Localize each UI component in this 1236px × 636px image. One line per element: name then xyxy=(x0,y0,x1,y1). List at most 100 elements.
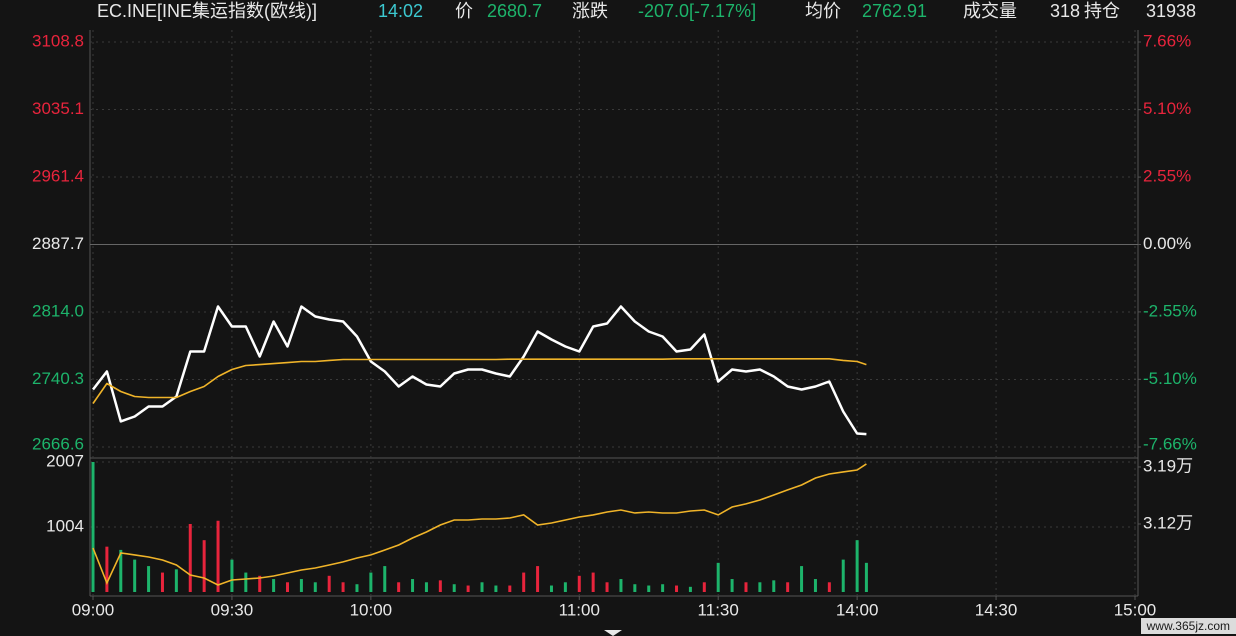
y2-tick-label: 3.19万 xyxy=(1143,456,1193,475)
volume-bar xyxy=(508,585,512,592)
volume-bar xyxy=(563,582,567,592)
y2-tick-label: -7.66% xyxy=(1143,434,1197,453)
volume-bar xyxy=(688,586,692,592)
y2-tick-label: 7.66% xyxy=(1143,31,1191,50)
volume-bar xyxy=(383,566,387,592)
y-tick-label: 2740.3 xyxy=(32,369,84,388)
volume-bar xyxy=(661,584,665,592)
volume-bar xyxy=(313,582,317,592)
volume-bar xyxy=(494,585,498,592)
volume-bar xyxy=(744,582,748,592)
volume-bar xyxy=(549,585,553,592)
y2-tick-label: 0.00% xyxy=(1143,234,1191,253)
average-line xyxy=(92,358,867,404)
volume-bar xyxy=(647,585,651,592)
cursor-marker xyxy=(604,630,622,636)
volume-bar xyxy=(119,549,123,592)
avg: 2762.91 xyxy=(862,1,928,21)
volume-bar xyxy=(216,520,220,592)
volume-bar xyxy=(299,579,303,592)
volume-bar xyxy=(772,580,776,592)
volume-bar xyxy=(577,575,581,592)
volume-bar xyxy=(147,566,151,592)
volume: 318 xyxy=(1050,1,1081,21)
volume-bar xyxy=(230,559,234,592)
x-tick-label: 14:30 xyxy=(975,600,1018,619)
x-tick-label: 10:00 xyxy=(350,600,393,619)
volume-bar xyxy=(605,582,609,592)
volume-bar xyxy=(438,580,442,592)
price-line xyxy=(92,305,867,436)
volume-bar xyxy=(466,585,470,592)
x-tick-label: 15:00 xyxy=(1114,600,1157,619)
volume-bar xyxy=(800,566,804,592)
watermark: www.365jz.com xyxy=(1140,618,1236,634)
volume-bar xyxy=(286,582,290,592)
volume-bar xyxy=(133,559,137,592)
y2-tick-label: 2.55% xyxy=(1143,167,1191,186)
volume-bar xyxy=(355,584,359,592)
y-tick-label: 2961.4 xyxy=(32,166,84,185)
change: -207.0[-7.17%] xyxy=(638,1,757,21)
y-tick-label: 1004 xyxy=(46,516,84,535)
volume-bar xyxy=(411,579,415,592)
volume-bar xyxy=(424,582,428,592)
oi: 31938 xyxy=(1146,1,1197,21)
y-tick-label: 2814.0 xyxy=(32,301,84,320)
volume-bar xyxy=(341,582,345,592)
volume-bar xyxy=(272,579,276,592)
time: 14:02 xyxy=(378,1,424,21)
change-label: 涨跌 xyxy=(572,1,608,21)
y-tick-label: 3108.8 xyxy=(32,31,84,50)
volume-bar xyxy=(841,559,845,592)
volume-bar xyxy=(369,572,373,592)
volume-bar xyxy=(730,579,734,592)
volume-bar xyxy=(702,582,706,592)
x-tick-label: 11:30 xyxy=(698,600,739,619)
y-tick-label: 2007 xyxy=(46,451,84,470)
volume-bar xyxy=(758,582,762,592)
volume-bar xyxy=(675,585,679,592)
y2-tick-label: -5.10% xyxy=(1143,369,1197,388)
volume-bar xyxy=(397,582,401,592)
volume-bar xyxy=(480,582,484,592)
open-interest-line xyxy=(92,463,867,586)
y-tick-label: 3035.1 xyxy=(32,99,84,118)
volume-bar xyxy=(452,584,456,592)
volume-bar xyxy=(619,579,623,592)
volume-bar xyxy=(258,575,262,592)
y-tick-label: 2887.7 xyxy=(32,234,84,253)
x-tick-label: 11:00 xyxy=(559,600,600,619)
x-tick-label: 09:00 xyxy=(72,600,115,619)
volume-bar xyxy=(786,582,790,592)
x-tick-label: 14:00 xyxy=(836,600,879,619)
volume-bar xyxy=(244,572,248,592)
price-label: 价 xyxy=(455,1,473,21)
y2-tick-label: -2.55% xyxy=(1143,301,1197,320)
volume-bar xyxy=(522,572,526,592)
oi-label: 持仓 xyxy=(1084,1,1120,21)
volume-bar xyxy=(91,462,95,592)
avg-label: 均价 xyxy=(805,1,841,21)
x-tick-label: 09:30 xyxy=(211,600,254,619)
volume-bar xyxy=(188,523,192,592)
volume-bar xyxy=(827,582,831,592)
volume-bar xyxy=(716,562,720,592)
y-tick-label: 2666.6 xyxy=(32,434,84,453)
volume-bar xyxy=(633,584,637,592)
volume-bar xyxy=(864,562,868,592)
volume-bar xyxy=(813,579,817,592)
volume-bar xyxy=(536,566,540,592)
volume-bar xyxy=(855,540,859,592)
volume-bar xyxy=(202,540,206,592)
volume-bar xyxy=(591,572,595,592)
symbol: EC.INE[INE集运指数(欧线)] xyxy=(97,1,318,21)
volume-bar xyxy=(174,569,178,592)
y2-tick-label: 3.12万 xyxy=(1143,513,1193,532)
volume-label: 成交量 xyxy=(963,1,1017,21)
volume-bar xyxy=(105,546,109,592)
volume-bar xyxy=(327,575,331,592)
volume-bar xyxy=(160,572,164,592)
